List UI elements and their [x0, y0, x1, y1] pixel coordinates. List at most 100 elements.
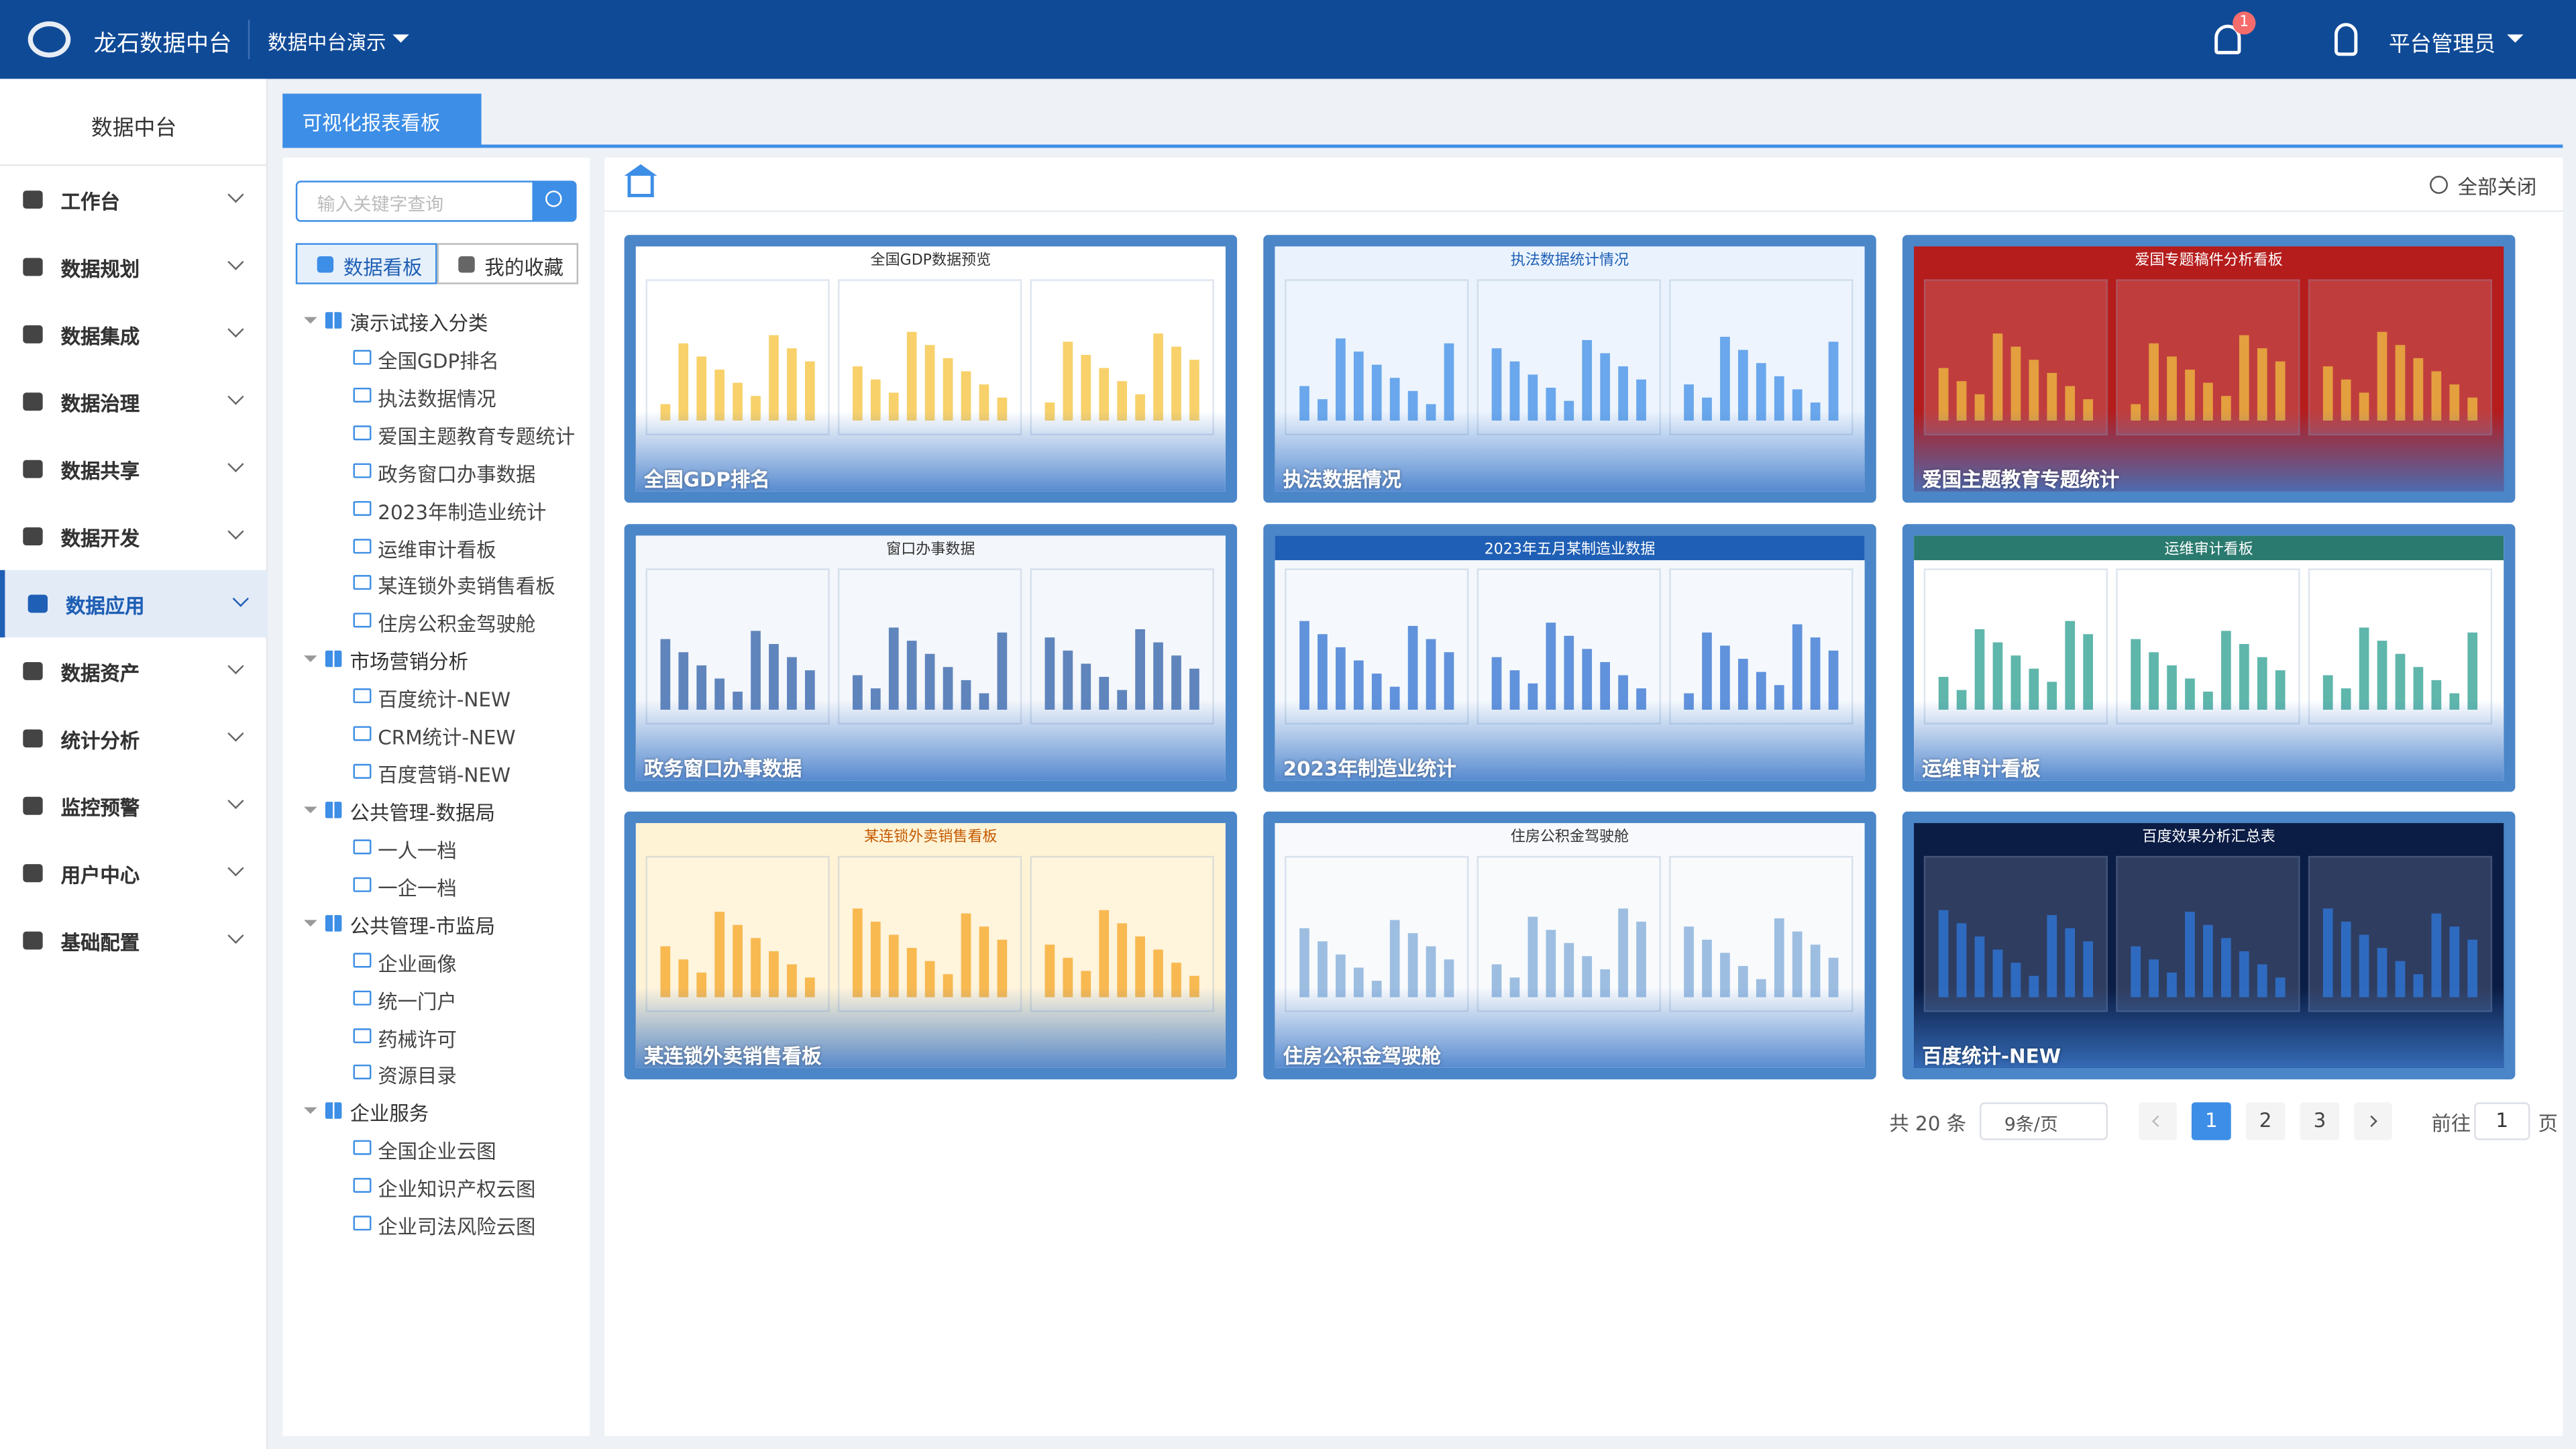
item-icon: [353, 613, 372, 629]
tree-item[interactable]: 一企一档: [378, 877, 457, 900]
thumbnail-bar: [1702, 939, 1712, 998]
thumbnail-bar: [2083, 941, 2094, 998]
thumbnail-bar: [1318, 633, 1328, 709]
card-title: 百度统计-NEW: [1922, 1044, 2061, 1068]
toggle-button[interactable]: 数据看板: [295, 243, 437, 284]
tree-item[interactable]: 执法数据情况: [378, 387, 496, 411]
dashboard-card[interactable]: 爱国专题稿件分析看板 爱国主题教育专题统计: [1902, 235, 2516, 503]
card-thumbnail: 执法数据统计情况 执法数据情况: [1275, 246, 1865, 492]
next-button[interactable]: [2354, 1102, 2392, 1140]
tree-item[interactable]: 某连锁外卖销售看板: [378, 576, 555, 599]
tree-item[interactable]: 住房公积金驾驶舱: [378, 613, 536, 637]
tree-item[interactable]: 全国企业云图: [378, 1140, 496, 1164]
dashboard-card[interactable]: 运维审计看板 运维审计看板: [1902, 523, 2516, 792]
menu-item[interactable]: 数据开发: [0, 502, 268, 570]
thumbnail-bar: [2029, 360, 2039, 421]
tree-item[interactable]: 爱国主题教育专题统计: [378, 425, 576, 449]
dashboard-card[interactable]: 2023年五月某制造业数据 2023年制造业统计: [1263, 523, 1876, 792]
caption-shade: [635, 987, 1226, 1068]
caption-shade: [1275, 411, 1865, 492]
thumbnail-bar: [2467, 631, 2478, 709]
tree-item[interactable]: 企业司法风险云图: [378, 1216, 536, 1239]
bell-icon[interactable]: [2214, 24, 2241, 54]
tree-item[interactable]: 百度统计-NEW: [378, 688, 511, 712]
thumbnail-bar: [1444, 651, 1454, 709]
thumbnail-bar: [1407, 933, 1418, 998]
tree-group[interactable]: 公共管理-市监局: [350, 914, 495, 938]
menu-item[interactable]: 数据集成: [0, 301, 268, 368]
tree-item[interactable]: 政务窗口办事数据: [378, 462, 536, 486]
menu-item[interactable]: 监控预警: [0, 772, 268, 839]
tree-item[interactable]: 药械许可: [378, 1027, 457, 1051]
caption-shade: [1914, 411, 2504, 492]
user-icon: [2334, 23, 2358, 56]
thumbnail-bar: [1318, 941, 1328, 998]
thumbnail-bar: [1389, 920, 1400, 998]
chevron: [227, 860, 244, 877]
tree-item[interactable]: 百度营销-NEW: [378, 763, 511, 788]
menu-label: 用户中心: [60, 864, 140, 888]
chevron: [232, 590, 249, 607]
thumbnail-header: 2023年五月某制造业数据: [1275, 535, 1865, 559]
page-button[interactable]: 2: [2245, 1102, 2286, 1140]
tree-item[interactable]: 企业知识产权云图: [378, 1178, 536, 1201]
page-size-select[interactable]: 9条/页: [1980, 1102, 2108, 1140]
tree-item[interactable]: 运维审计看板: [378, 538, 496, 561]
tree-item[interactable]: 统一门户: [378, 989, 457, 1014]
thumbnail-bar: [1756, 363, 1766, 421]
thumbnail-header: 运维审计看板: [1914, 535, 2504, 559]
tree-item[interactable]: 企业画像: [378, 952, 457, 975]
card-title: 爱国主题教育专题统计: [1922, 468, 2120, 492]
page-button[interactable]: 3: [2300, 1102, 2340, 1140]
dashboard-card[interactable]: 执法数据统计情况 执法数据情况: [1263, 235, 1876, 503]
tree-item[interactable]: 全国GDP排名: [378, 350, 499, 373]
thumbnail-panel: [1669, 568, 1854, 724]
tree-group[interactable]: 市场营销分析: [350, 651, 468, 674]
tree-item[interactable]: 一人一档: [378, 839, 457, 863]
dashboard-card[interactable]: 全国GDP数据预览 全国GDP排名: [624, 235, 1238, 503]
thumbnail-bar: [2275, 669, 2286, 709]
prev-button[interactable]: [2139, 1102, 2177, 1140]
thumbnail-bar: [2149, 343, 2159, 421]
search-input[interactable]: 输入关键字查询: [295, 180, 534, 222]
home-icon[interactable]: [627, 174, 654, 197]
thumbnail-bar: [678, 343, 689, 421]
menu-label: 工作台: [60, 191, 120, 214]
thumbnail-bar: [1299, 928, 1309, 998]
menu-item[interactable]: 数据资产: [0, 637, 268, 704]
menu-icon: [23, 796, 43, 815]
tree-group[interactable]: 演示试接入分类: [350, 312, 488, 335]
tree-group[interactable]: 公共管理-数据局: [350, 801, 495, 825]
menu-item[interactable]: 数据共享: [0, 435, 268, 502]
menu-item[interactable]: 工作台: [0, 166, 268, 233]
logo-title: 龙石数据中台: [93, 31, 232, 58]
menu-item[interactable]: 数据应用: [0, 570, 268, 638]
tree-group[interactable]: 企业服务: [350, 1102, 429, 1126]
dashboard-card[interactable]: 某连锁外卖销售看板 某连锁外卖销售看板: [624, 811, 1238, 1079]
thumbnail-bar: [1336, 646, 1346, 709]
project-select[interactable]: 数据中台演示: [268, 31, 386, 54]
menu-item[interactable]: 数据治理: [0, 368, 268, 435]
thumbnail-bar: [678, 651, 689, 709]
menu-item[interactable]: 用户中心: [0, 839, 268, 906]
menu-item[interactable]: 统计分析: [0, 705, 268, 772]
card-thumbnail: 窗口办事数据 政务窗口办事数据: [635, 535, 1226, 780]
thumbnail-bar: [1444, 343, 1454, 421]
menu-item[interactable]: 基础配置: [0, 907, 268, 974]
goto-input[interactable]: 1: [2474, 1102, 2530, 1140]
tab[interactable]: 可视化报表看板: [282, 93, 482, 148]
page-button[interactable]: 1: [2191, 1102, 2231, 1140]
tree-item[interactable]: 资源目录: [378, 1065, 457, 1089]
thumbnail-bar: [1371, 364, 1382, 421]
tree-item[interactable]: CRM统计-NEW: [378, 726, 516, 749]
menu-item[interactable]: 数据规划: [0, 233, 268, 301]
dashboard-card[interactable]: 窗口办事数据 政务窗口办事数据: [624, 523, 1238, 792]
thumbnail-bar: [1153, 641, 1163, 709]
close-all[interactable]: 全部关闭: [2457, 176, 2537, 199]
toggle-button[interactable]: 我的收藏: [437, 243, 579, 284]
thumbnail-bar: [2047, 915, 2057, 998]
dashboard-card[interactable]: 住房公积金驾驶舱 住房公积金驾驶舱: [1263, 811, 1876, 1079]
user-name[interactable]: 平台管理员: [2388, 32, 2496, 58]
dashboard-card[interactable]: 百度效果分析汇总表 百度统计-NEW: [1902, 811, 2516, 1079]
tree-item[interactable]: 2023年制造业统计: [378, 500, 547, 524]
